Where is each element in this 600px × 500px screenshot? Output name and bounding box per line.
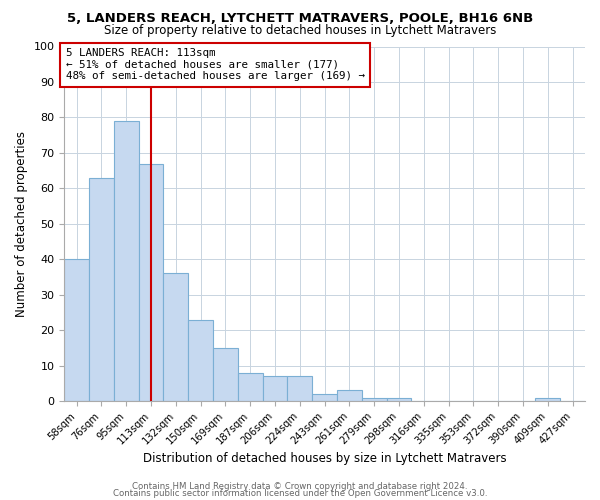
Bar [188, 320, 213, 401]
Bar [386, 398, 412, 401]
Bar [337, 390, 362, 401]
Y-axis label: Number of detached properties: Number of detached properties [15, 131, 28, 317]
Bar [139, 164, 163, 401]
Text: 5 LANDERS REACH: 113sqm
← 51% of detached houses are smaller (177)
48% of semi-d: 5 LANDERS REACH: 113sqm ← 51% of detache… [65, 48, 365, 82]
Bar [287, 376, 312, 401]
Bar [213, 348, 238, 401]
Text: Contains HM Land Registry data © Crown copyright and database right 2024.: Contains HM Land Registry data © Crown c… [132, 482, 468, 491]
Bar [535, 398, 560, 401]
Bar [163, 274, 188, 401]
Text: 5, LANDERS REACH, LYTCHETT MATRAVERS, POOLE, BH16 6NB: 5, LANDERS REACH, LYTCHETT MATRAVERS, PO… [67, 12, 533, 26]
Bar [114, 121, 139, 401]
Text: Contains public sector information licensed under the Open Government Licence v3: Contains public sector information licen… [113, 489, 487, 498]
Bar [64, 260, 89, 401]
Text: Size of property relative to detached houses in Lytchett Matravers: Size of property relative to detached ho… [104, 24, 496, 37]
Bar [312, 394, 337, 401]
Bar [362, 398, 386, 401]
X-axis label: Distribution of detached houses by size in Lytchett Matravers: Distribution of detached houses by size … [143, 452, 506, 465]
Bar [89, 178, 114, 401]
Bar [263, 376, 287, 401]
Bar [238, 372, 263, 401]
